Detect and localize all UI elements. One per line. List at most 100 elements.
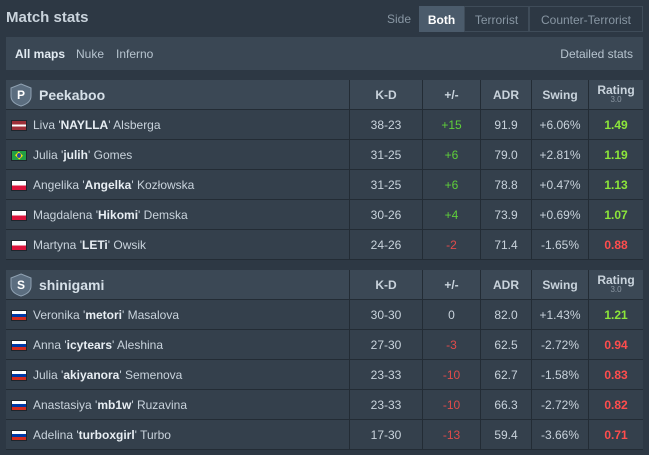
player-name[interactable]: Martyna 'LETi' Owsik	[33, 238, 147, 252]
player-name[interactable]: Magdalena 'Hikomi' Demska	[33, 208, 188, 222]
swing-value: -2.72%	[531, 330, 588, 359]
kd-value: 30-26	[349, 200, 422, 229]
side-label: Side	[387, 12, 412, 26]
side-counter-terrorist-button[interactable]: Counter-Terrorist	[529, 6, 643, 32]
adr-value: 71.4	[480, 230, 531, 259]
team-logo-icon: P	[10, 83, 32, 107]
adr-value: 62.5	[480, 330, 531, 359]
plus-minus-value: +6	[422, 170, 480, 199]
flag-ru-icon	[11, 370, 27, 381]
rating-label: Rating	[597, 82, 635, 97]
kd-value: 38-23	[349, 110, 422, 139]
plus-minus-value: -2	[422, 230, 480, 259]
kd-value: 31-25	[349, 170, 422, 199]
page-title: Match stats	[6, 9, 89, 26]
kd-value: 27-30	[349, 330, 422, 359]
player-name[interactable]: Anastasiya 'mb1w' Ruzavina	[33, 398, 187, 412]
column-header-swing[interactable]: Swing	[531, 80, 588, 109]
map-tab-inferno[interactable]: Inferno	[116, 47, 154, 61]
column-header-kd[interactable]: K-D	[349, 80, 422, 109]
rating-value: 0.88	[588, 230, 643, 259]
team-name[interactable]: shinigami	[39, 277, 105, 293]
svg-text:S: S	[17, 278, 25, 292]
player-row: Liva 'NAYLLA' Alsberga 38-23 +15 91.9 +6.06%…	[6, 110, 643, 140]
player-nickname: metori	[85, 308, 123, 322]
player-nickname: icytears	[66, 338, 113, 352]
rating-value: 1.49	[588, 110, 643, 139]
player-last-name: Demska	[143, 208, 188, 222]
plus-minus-value: -13	[422, 420, 480, 449]
column-header-plus-minus[interactable]: +/-	[422, 80, 480, 109]
side-both-button[interactable]: Both	[419, 6, 464, 32]
player-row: Anastasiya 'mb1w' Ruzavina 23-33 -10 66.3 -2…	[6, 390, 643, 420]
player-last-name: Masalova	[127, 308, 179, 322]
player-name[interactable]: Julia 'akiyanora' Semenova	[33, 368, 183, 382]
column-header-kd[interactable]: K-D	[349, 270, 422, 299]
rating-version: 3.0	[610, 284, 622, 294]
rating-value: 0.94	[588, 330, 643, 359]
side-terrorist-button[interactable]: Terrorist	[464, 6, 529, 32]
player-nickname: NAYLLA	[60, 118, 109, 132]
player-name[interactable]: Julia 'julih' Gomes	[33, 148, 133, 162]
detailed-stats-link[interactable]: Detailed stats	[560, 47, 633, 61]
player-first-name: Anna	[33, 338, 62, 352]
swing-value: +1.43%	[531, 300, 588, 329]
player-nickname: Angelka	[84, 178, 132, 192]
swing-value: -2.72%	[531, 390, 588, 419]
match-stats-header: Match stats Side Both Terrorist Counter-…	[0, 0, 649, 36]
player-nickname: mb1w	[97, 398, 132, 412]
map-tab-all[interactable]: All maps	[15, 47, 66, 61]
player-name[interactable]: Angelika 'Angelka' Kozłowska	[33, 178, 195, 192]
column-header-rating[interactable]: Rating 3.0	[588, 270, 643, 299]
flag-lv-icon	[11, 120, 27, 131]
player-nickname: akiyanora	[63, 368, 120, 382]
team-table-peekaboo: P Peekaboo K-D +/- ADR Swing Rating 3.0 Liva 'NA…	[6, 80, 643, 260]
player-nickname: julih	[63, 148, 88, 162]
column-header-swing[interactable]: Swing	[531, 270, 588, 299]
adr-value: 62.7	[480, 360, 531, 389]
kd-value: 30-30	[349, 300, 422, 329]
flag-ru-icon	[11, 400, 27, 411]
swing-value: +0.69%	[531, 200, 588, 229]
column-header-plus-minus[interactable]: +/-	[422, 270, 480, 299]
player-first-name: Liva	[33, 118, 56, 132]
rating-label: Rating	[597, 272, 635, 287]
player-first-name: Veronika	[33, 308, 80, 322]
team-name[interactable]: Peekaboo	[39, 87, 106, 103]
swing-value: +6.06%	[531, 110, 588, 139]
plus-minus-value: -10	[422, 390, 480, 419]
player-first-name: Julia	[33, 368, 58, 382]
player-name[interactable]: Anna 'icytears' Aleshina	[33, 338, 164, 352]
flag-ru-icon	[11, 430, 27, 441]
player-last-name: Aleshina	[117, 338, 164, 352]
map-tab-nuke[interactable]: Nuke	[76, 47, 105, 61]
rating-version: 3.0	[610, 94, 622, 104]
kd-value: 24-26	[349, 230, 422, 259]
plus-minus-value: -10	[422, 360, 480, 389]
player-name[interactable]: Adelina 'turboxgirl' Turbo	[33, 428, 171, 442]
rating-value: 0.82	[588, 390, 643, 419]
swing-value: +2.81%	[531, 140, 588, 169]
player-last-name: Kozłowska	[136, 178, 195, 192]
adr-value: 91.9	[480, 110, 531, 139]
plus-minus-value: -3	[422, 330, 480, 359]
player-nickname: LETi	[81, 238, 108, 252]
flag-pl-icon	[11, 240, 27, 251]
kd-value: 17-30	[349, 420, 422, 449]
column-header-adr[interactable]: ADR	[480, 270, 531, 299]
column-header-rating[interactable]: Rating 3.0	[588, 80, 643, 109]
plus-minus-value: 0	[422, 300, 480, 329]
swing-value: -3.66%	[531, 420, 588, 449]
plus-minus-value: +6	[422, 140, 480, 169]
adr-value: 78.8	[480, 170, 531, 199]
rating-value: 1.07	[588, 200, 643, 229]
player-row: Angelika 'Angelka' Kozłowska 31-25 +6 78.8 +…	[6, 170, 643, 200]
swing-value: -1.58%	[531, 360, 588, 389]
rating-value: 0.83	[588, 360, 643, 389]
player-name[interactable]: Veronika 'metori' Masalova	[33, 308, 179, 322]
player-name[interactable]: Liva 'NAYLLA' Alsberga	[33, 118, 161, 132]
adr-value: 82.0	[480, 300, 531, 329]
column-header-adr[interactable]: ADR	[480, 80, 531, 109]
